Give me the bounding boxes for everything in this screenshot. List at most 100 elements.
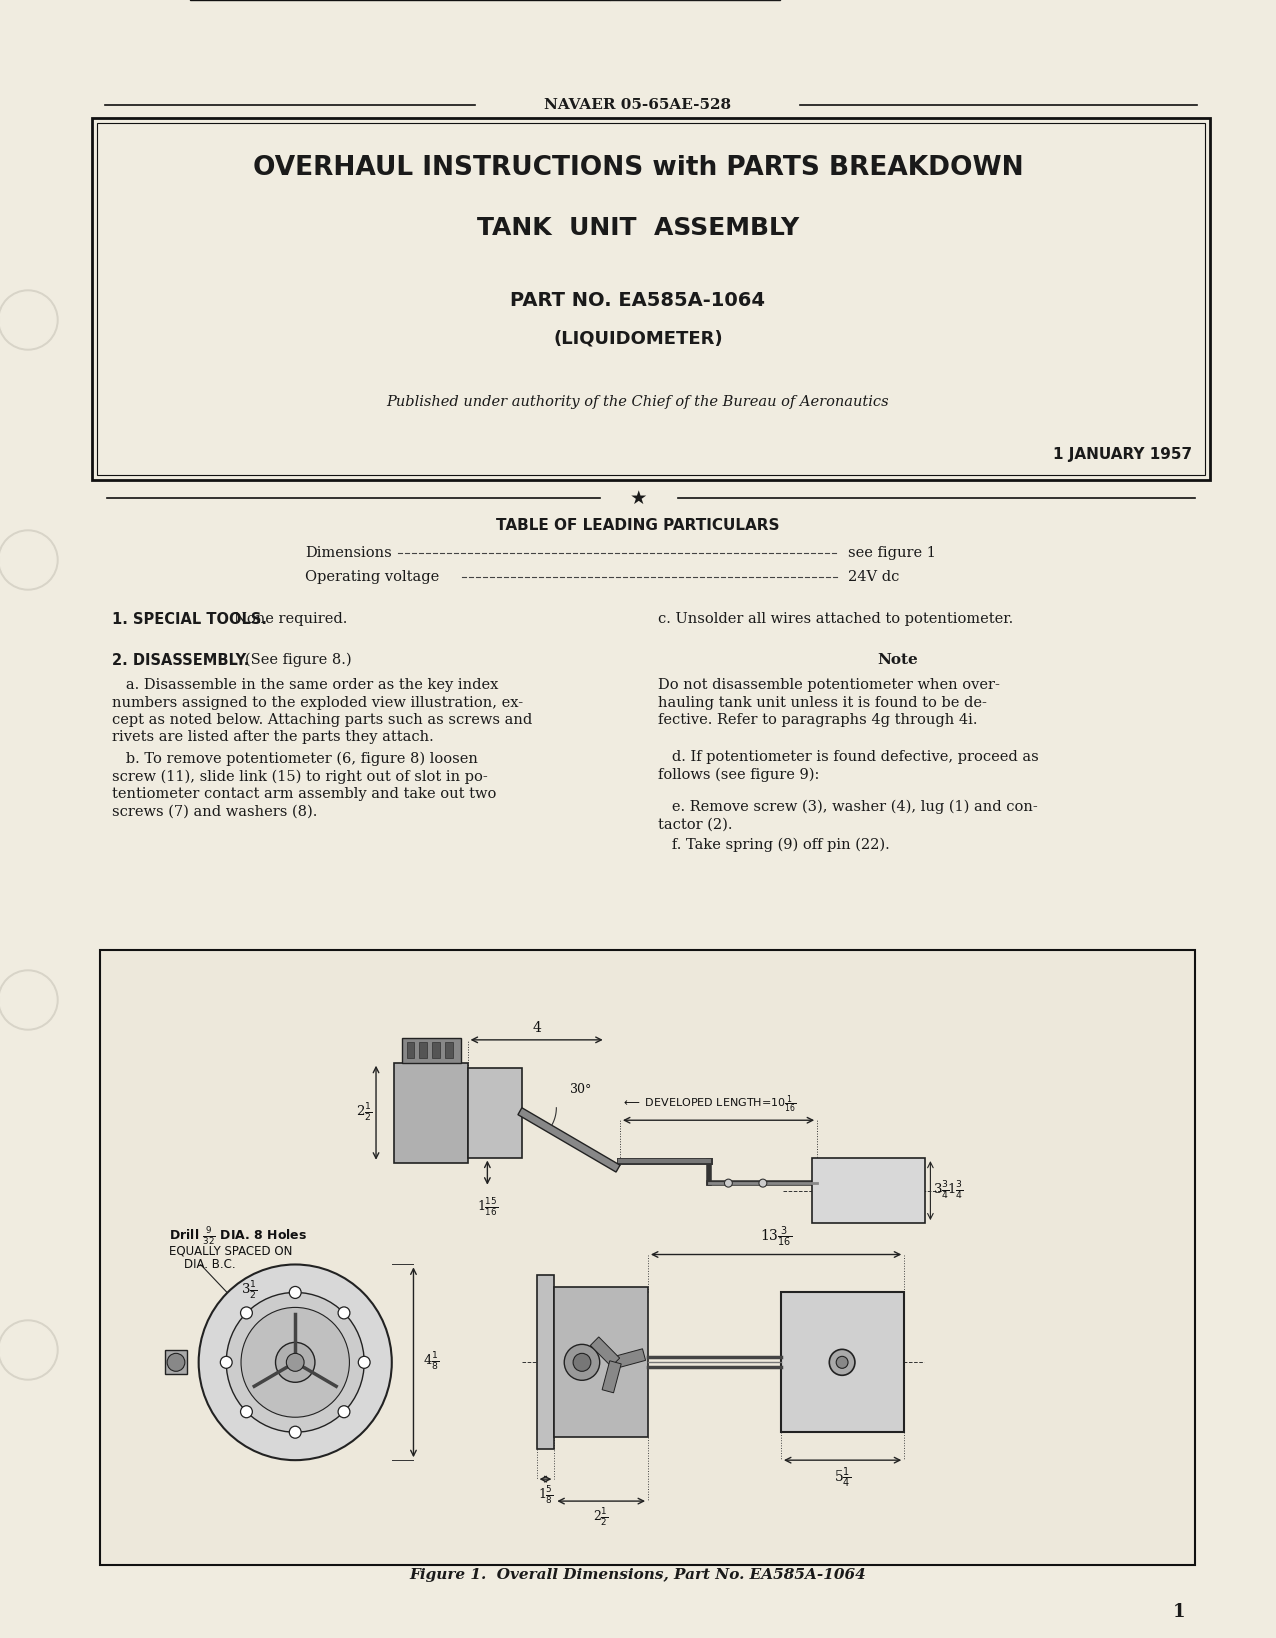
Text: 1 JANUARY 1957: 1 JANUARY 1957 [1053, 447, 1192, 462]
Text: f. Take spring (9) off pin (22).: f. Take spring (9) off pin (22). [658, 839, 889, 852]
Circle shape [759, 1179, 767, 1188]
Bar [420, 1042, 427, 1058]
Polygon shape [602, 1361, 621, 1392]
Text: Operating voltage: Operating voltage [305, 570, 439, 585]
Text: 30$\degree$: 30$\degree$ [569, 1081, 592, 1096]
Circle shape [0, 532, 56, 588]
Text: PART NO. EA585A-1064: PART NO. EA585A-1064 [510, 290, 766, 310]
Bar [165, 1350, 186, 1374]
Text: hauling tank unit unless it is found to be de-: hauling tank unit unless it is found to … [658, 696, 986, 709]
Text: Published under authority of the Chief of the Bureau of Aeronautics: Published under authority of the Chief o… [387, 395, 889, 410]
Text: 1: 1 [1173, 1604, 1185, 1622]
Text: tentiometer contact arm assembly and take out two: tentiometer contact arm assembly and tak… [112, 786, 496, 801]
Text: 4: 4 [532, 1020, 541, 1035]
Bar [394, 1063, 468, 1163]
Text: OVERHAUL INSTRUCTIONS with PARTS BREAKDOWN: OVERHAUL INSTRUCTIONS with PARTS BREAKDO… [253, 156, 1023, 182]
Circle shape [167, 1353, 185, 1371]
Text: $\longleftarrow$ DEVELOPED LENGTH=10$\frac{1}{16}$: $\longleftarrow$ DEVELOPED LENGTH=10$\fr… [621, 1094, 796, 1115]
Circle shape [221, 1356, 232, 1368]
Text: fective. Refer to paragraphs 4g through 4i.: fective. Refer to paragraphs 4g through … [658, 713, 977, 727]
Circle shape [725, 1179, 732, 1188]
Bar [781, 1292, 905, 1432]
Text: DIA. B.C.: DIA. B.C. [184, 1258, 236, 1271]
Circle shape [836, 1356, 849, 1368]
Bar [468, 1068, 522, 1158]
Bar [402, 1038, 461, 1063]
Circle shape [0, 971, 56, 1029]
Text: EQUALLY SPACED ON: EQUALLY SPACED ON [170, 1243, 292, 1256]
Text: Drill $\frac{9}{32}$ DIA. 8 Holes: Drill $\frac{9}{32}$ DIA. 8 Holes [170, 1225, 308, 1248]
Text: 5$\frac{1}{4}$: 5$\frac{1}{4}$ [833, 1466, 851, 1491]
Text: 13$\frac{3}{16}$: 13$\frac{3}{16}$ [760, 1224, 792, 1248]
Circle shape [564, 1345, 600, 1381]
Circle shape [199, 1265, 392, 1459]
Text: rivets are listed after the parts they attach.: rivets are listed after the parts they a… [112, 731, 434, 745]
Text: 4$\frac{1}{8}$: 4$\frac{1}{8}$ [424, 1351, 440, 1373]
Text: 1$\frac{3}{4}$: 1$\frac{3}{4}$ [947, 1179, 963, 1202]
Text: e. Remove screw (3), washer (4), lug (1) and con-: e. Remove screw (3), washer (4), lug (1)… [658, 799, 1037, 814]
Polygon shape [518, 1107, 620, 1173]
Text: Note: Note [878, 654, 919, 667]
Bar [92, 118, 1210, 480]
Circle shape [0, 1322, 56, 1378]
Circle shape [338, 1405, 350, 1419]
Text: 3$\frac{3}{4}$: 3$\frac{3}{4}$ [933, 1179, 949, 1202]
Text: cept as noted below. Attaching parts such as screws and: cept as noted below. Attaching parts suc… [112, 713, 532, 727]
Text: see figure 1: see figure 1 [849, 545, 935, 560]
Polygon shape [591, 1337, 620, 1366]
Polygon shape [614, 1348, 646, 1368]
Circle shape [359, 1356, 370, 1368]
Circle shape [241, 1307, 350, 1417]
Text: d. If potentiometer is found defective, proceed as: d. If potentiometer is found defective, … [658, 750, 1039, 763]
Circle shape [0, 970, 57, 1030]
Bar [537, 1276, 554, 1450]
Circle shape [829, 1350, 855, 1376]
Bar [554, 1287, 648, 1437]
Text: Dimensions: Dimensions [305, 545, 392, 560]
Circle shape [0, 531, 57, 590]
Circle shape [286, 1353, 304, 1371]
Text: b. To remove potentiometer (6, figure 8) loosen: b. To remove potentiometer (6, figure 8)… [112, 752, 479, 767]
Text: Figure 1.  Overall Dimensions, Part No. EA585A-1064: Figure 1. Overall Dimensions, Part No. E… [410, 1568, 866, 1582]
Text: 1. SPECIAL TOOLS.: 1. SPECIAL TOOLS. [112, 613, 267, 627]
Text: 2. DISASSEMBLY.: 2. DISASSEMBLY. [112, 654, 249, 668]
Text: 24V dc: 24V dc [849, 570, 900, 585]
Text: None required.: None required. [234, 613, 347, 626]
Bar [407, 1042, 415, 1058]
Circle shape [573, 1353, 591, 1371]
Text: c. Unsolder all wires attached to potentiometer.: c. Unsolder all wires attached to potent… [658, 613, 1013, 626]
Text: numbers assigned to the exploded view illustration, ex-: numbers assigned to the exploded view il… [112, 696, 523, 709]
Bar [812, 1158, 925, 1224]
Text: 2$\frac{1}{2}$: 2$\frac{1}{2}$ [593, 1505, 609, 1528]
Text: follows (see figure 9):: follows (see figure 9): [658, 768, 819, 781]
Text: (See figure 8.): (See figure 8.) [245, 654, 352, 667]
Text: NAVAER 05-65AE-528: NAVAER 05-65AE-528 [545, 98, 731, 111]
Circle shape [0, 290, 57, 351]
Circle shape [276, 1343, 315, 1382]
Text: screw (11), slide link (15) to right out of slot in po-: screw (11), slide link (15) to right out… [112, 770, 487, 785]
Bar [433, 1042, 440, 1058]
Circle shape [338, 1307, 350, 1319]
Text: TANK  UNIT  ASSEMBLY: TANK UNIT ASSEMBLY [477, 216, 799, 241]
Text: 3$\frac{1}{2}$: 3$\frac{1}{2}$ [241, 1279, 258, 1302]
Text: 2$\frac{1}{2}$: 2$\frac{1}{2}$ [356, 1102, 373, 1124]
Bar [445, 1042, 453, 1058]
Circle shape [0, 1320, 57, 1379]
Text: tactor (2).: tactor (2). [658, 817, 732, 832]
Text: Do not disassemble potentiometer when over-: Do not disassemble potentiometer when ov… [658, 678, 1000, 691]
Text: 1$\frac{15}{16}$: 1$\frac{15}{16}$ [477, 1196, 498, 1217]
Bar [97, 123, 1205, 475]
Text: a. Disassemble in the same order as the key index: a. Disassemble in the same order as the … [112, 678, 499, 691]
Circle shape [226, 1292, 364, 1432]
Circle shape [290, 1286, 301, 1299]
Bar [100, 950, 1196, 1564]
Text: 1$\frac{5}{8}$: 1$\frac{5}{8}$ [537, 1484, 554, 1505]
Circle shape [241, 1405, 253, 1419]
Text: TABLE OF LEADING PARTICULARS: TABLE OF LEADING PARTICULARS [496, 519, 780, 534]
Circle shape [0, 292, 56, 347]
Text: screws (7) and washers (8).: screws (7) and washers (8). [112, 804, 318, 819]
Circle shape [241, 1307, 253, 1319]
Circle shape [290, 1427, 301, 1438]
Text: ★: ★ [629, 488, 647, 508]
Text: (LIQUIDOMETER): (LIQUIDOMETER) [554, 329, 722, 347]
